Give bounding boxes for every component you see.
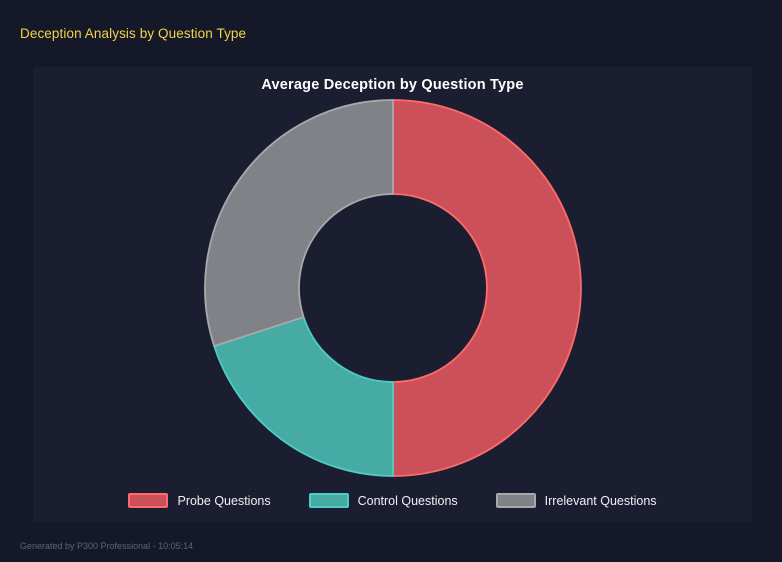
donut-slice-irrelevant-questions[interactable] [203,99,394,347]
legend-swatch-probe [128,493,169,508]
legend-item-control[interactable]: Control Questions [308,493,458,508]
donut-chart-svg [203,99,582,477]
chart-panel: Average Deception by Question Type Probe… [33,67,752,522]
legend-label-irrelevant: Irrelevant Questions [544,493,657,508]
legend-swatch-irrelevant [495,493,536,508]
legend-label-probe: Probe Questions [177,493,271,508]
page-title: Deception Analysis by Question Type [20,26,247,41]
legend-swatch-control [308,493,349,508]
chart-title: Average Deception by Question Type [261,77,524,93]
donut-slice-group [203,99,582,477]
legend-item-irrelevant[interactable]: Irrelevant Questions [495,493,657,508]
donut-slice-probe-questions[interactable] [391,99,582,477]
chart-legend: Probe Questions Control Questions Irrele… [33,493,752,508]
donut-chart [33,97,752,479]
legend-label-control: Control Questions [357,493,458,508]
donut-slice-control-questions[interactable] [212,316,394,477]
footer-status-text: Generated by P300 Professional - 10:05:1… [20,541,194,551]
legend-item-probe[interactable]: Probe Questions [128,493,271,508]
